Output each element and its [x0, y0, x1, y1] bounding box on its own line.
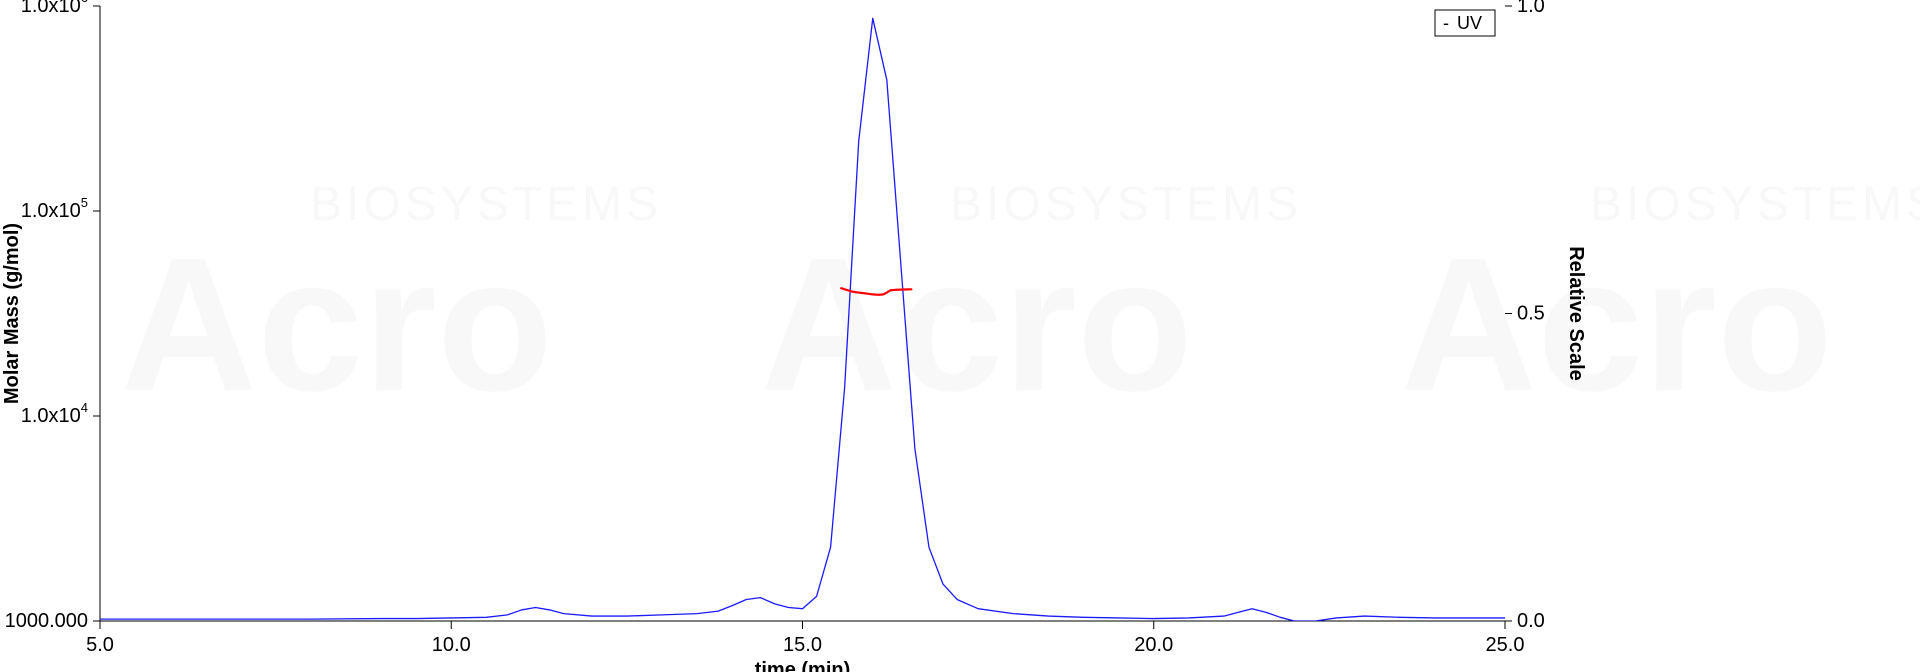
svg-text:1.0x106: 1.0x106 — [21, 0, 88, 17]
x-axis-label: time (min) — [755, 659, 851, 672]
svg-text:BIOSYSTEMS: BIOSYSTEMS — [1590, 178, 1920, 231]
svg-text:Acro: Acro — [760, 219, 1193, 431]
svg-text:BIOSYSTEMS: BIOSYSTEMS — [310, 178, 662, 231]
svg-text:10.0: 10.0 — [432, 634, 471, 656]
svg-text:0.0: 0.0 — [1517, 610, 1545, 632]
legend-item-uv: UV — [1457, 13, 1482, 33]
svg-text:1.0x104: 1.0x104 — [21, 400, 88, 427]
svg-text:0.5: 0.5 — [1517, 303, 1545, 325]
svg-text:BIOSYSTEMS: BIOSYSTEMS — [950, 178, 1302, 231]
svg-text:1.0x105: 1.0x105 — [21, 195, 88, 222]
sec-mals-chart: AcroBIOSYSTEMSAcroBIOSYSTEMSAcroBIOSYSTE… — [0, 0, 1920, 672]
svg-text:15.0: 15.0 — [783, 634, 822, 656]
svg-text:20.0: 20.0 — [1134, 634, 1173, 656]
svg-text:-: - — [1443, 13, 1449, 33]
y-right-axis-label: Relative Scale — [1565, 246, 1587, 381]
y-left-axis-label: Molar Mass (g/mol) — [1, 223, 23, 404]
legend: -UV — [1435, 10, 1495, 36]
svg-text:Acro: Acro — [1400, 219, 1833, 431]
svg-text:1000.000: 1000.000 — [5, 610, 88, 632]
svg-text:25.0: 25.0 — [1486, 634, 1525, 656]
svg-text:Acro: Acro — [120, 219, 553, 431]
svg-text:1.0: 1.0 — [1517, 0, 1545, 17]
svg-text:5.0: 5.0 — [86, 634, 114, 656]
